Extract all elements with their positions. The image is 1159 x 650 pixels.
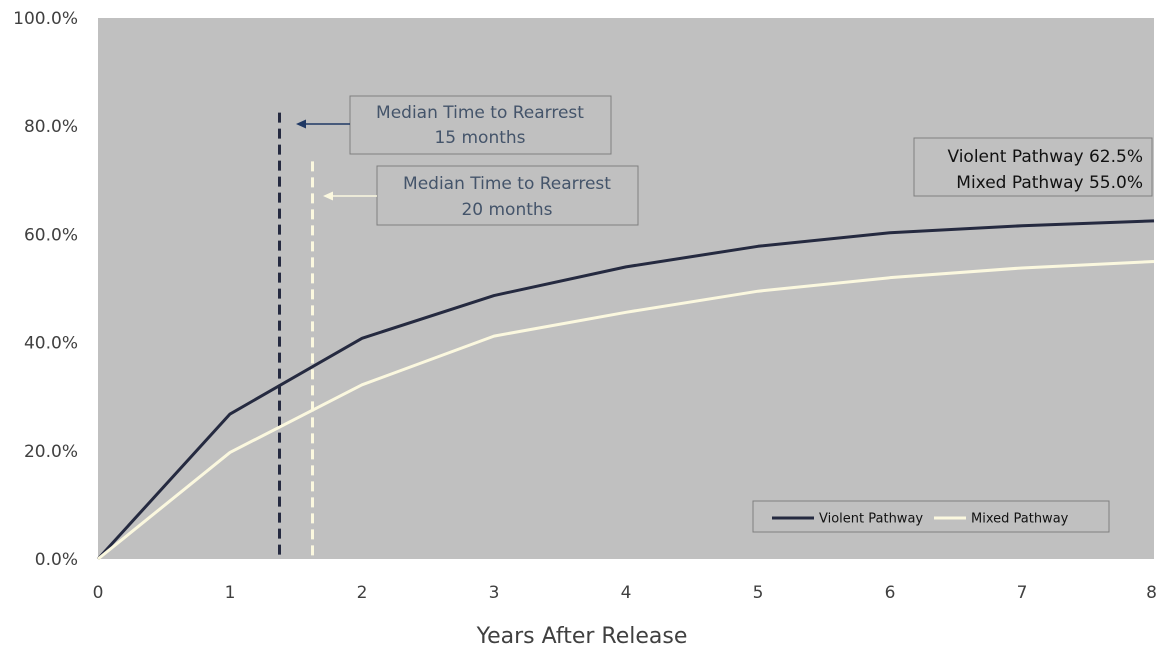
annotation-box-mixed xyxy=(376,165,639,226)
arrow-head-icon xyxy=(296,119,306,129)
x-tick-label: 1 xyxy=(225,583,236,603)
x-tick-label: 6 xyxy=(885,583,896,603)
x-tick-label: 8 xyxy=(1146,583,1157,603)
x-tick-label: 2 xyxy=(357,583,368,603)
x-tick-label: 0 xyxy=(93,583,104,603)
x-tick-label: 5 xyxy=(753,583,764,603)
legend-label-mixed: Mixed Pathway xyxy=(971,512,1069,527)
annotation-mixed-line2: 20 months xyxy=(461,200,552,220)
y-tick-label: 40.0% xyxy=(24,334,78,354)
x-tick-label: 7 xyxy=(1017,583,1028,603)
annotation-mixed-line1: Median Time to Rearrest xyxy=(403,174,611,194)
end-label-mixed: Mixed Pathway 55.0% xyxy=(956,173,1143,193)
y-tick-label: 60.0% xyxy=(24,225,78,245)
y-tick-label: 80.0% xyxy=(24,117,78,137)
y-tick-label: 0.0% xyxy=(35,550,78,570)
arrow-head-icon xyxy=(323,191,333,201)
y-tick-label: 100.0% xyxy=(13,9,78,29)
end-label-violent: Violent Pathway 62.5% xyxy=(947,147,1143,167)
annotation-violent-line2: 15 months xyxy=(434,128,525,148)
legend xyxy=(752,500,1110,533)
annotation-violent-line1: Median Time to Rearrest xyxy=(376,103,584,123)
end-labels-box xyxy=(913,137,1153,197)
annotation-box-violent xyxy=(349,95,612,155)
y-tick-label: 20.0% xyxy=(24,442,78,462)
x-tick-label: 4 xyxy=(621,583,632,603)
x-tick-label: 3 xyxy=(489,583,500,603)
legend-label-violent: Violent Pathway xyxy=(819,512,923,527)
plot-area xyxy=(98,18,1154,559)
x-axis-title: Years After Release xyxy=(476,624,688,649)
